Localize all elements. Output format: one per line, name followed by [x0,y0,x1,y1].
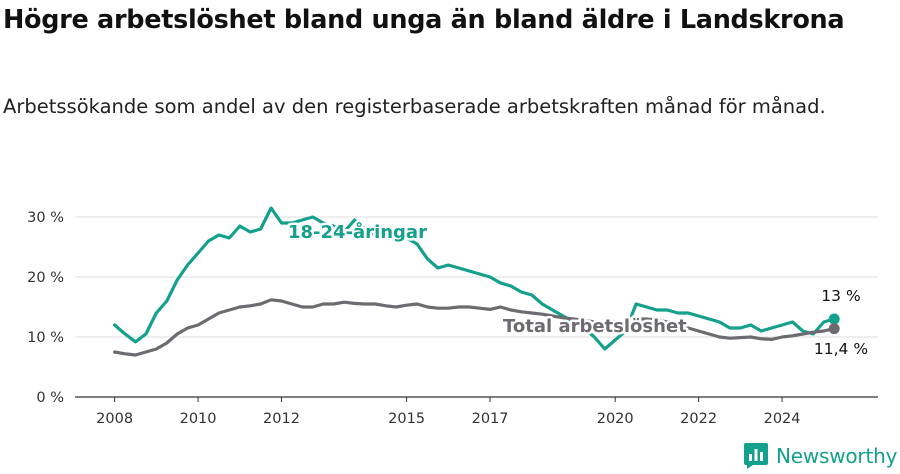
y-tick-label: 20 % [27,270,64,286]
x-tick-label: 2015 [388,411,425,427]
x-tick-label: 2024 [764,411,801,427]
series-label-total-halo: Total arbetslöshet [503,316,687,337]
newsworthy-logo: Newsworthy [744,441,897,471]
x-tick-label: 2010 [180,411,217,427]
end-label-18-24: 13 % [821,287,860,305]
x-tick-label: 2012 [263,411,300,427]
end-point-18-24 [828,313,840,325]
end-label-total: 11,4 % [814,340,868,358]
series-label-18-24: 18-24-åringar [288,221,427,243]
x-tick-label: 2020 [597,411,634,427]
series-label-18-24-halo: 18-24-åringar [288,221,427,243]
end-point-total [828,323,840,335]
series-line-18-24 [113,206,836,351]
chart-subtitle: Arbetssökande som andel av den registerb… [3,95,826,118]
series-line-total [113,298,836,357]
newsworthy-logo-icon [744,443,768,469]
x-tick-label: 2022 [680,411,717,427]
x-tick-label: 2008 [96,411,133,427]
y-tick-label: 0 % [36,390,64,406]
y-tick-label: 30 % [27,210,64,226]
chart-title: Högre arbetslöshet bland unga än bland ä… [3,5,845,35]
brand-name: Newsworthy [776,444,898,468]
series-label-total: Total arbetslöshet [503,316,687,337]
y-tick-label: 10 % [27,330,64,346]
x-tick-label: 2017 [472,411,509,427]
